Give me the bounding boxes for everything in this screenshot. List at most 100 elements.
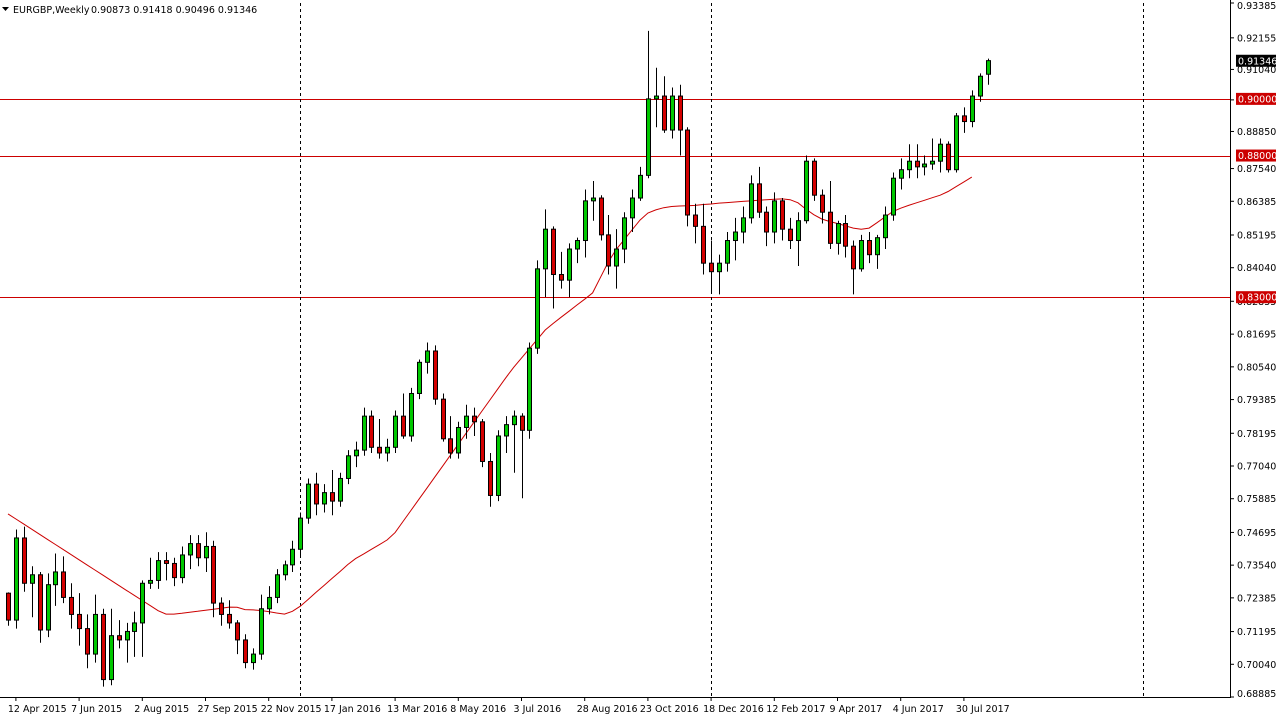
candle-body-bull (409, 392, 414, 437)
candle (369, 410, 374, 453)
candle (346, 450, 351, 485)
candle-body-bull (417, 361, 422, 394)
candle (330, 469, 335, 516)
candle-body-bull (275, 574, 280, 598)
candle (820, 189, 825, 224)
candle (211, 540, 216, 618)
candle (614, 229, 619, 289)
candle (275, 569, 280, 604)
candle-body-bull (733, 231, 738, 242)
candle (235, 620, 240, 655)
candle-body-bull (259, 608, 264, 655)
symbol-timeframe: EURGBP,Weekly (13, 5, 90, 16)
price-tick-label: 0.71195 (1237, 627, 1276, 638)
price-tick-label: 0.72385 (1237, 593, 1276, 604)
candle-body-bear (401, 415, 406, 437)
time-tick-label: 13 Mar 2016 (387, 704, 447, 715)
candle (251, 648, 256, 670)
candle-body-bear (433, 350, 438, 400)
candle-body-bull (954, 115, 959, 171)
candle (757, 166, 762, 218)
candle (662, 76, 667, 133)
candle-body-bear (828, 211, 833, 244)
candle (314, 472, 319, 516)
candle-body-bull (30, 574, 35, 584)
symbol-dropdown-icon[interactable] (2, 7, 9, 11)
candle-body-bear (77, 613, 82, 630)
candle-body-bull (804, 160, 809, 222)
candle-body-bear (788, 228, 793, 242)
price-tags: 0.90000 0.88000 0.83000 0.91346 (1236, 54, 1277, 304)
candle-body-bull (899, 169, 904, 179)
period-separators (300, 3, 1144, 697)
candle-body-bear (520, 415, 525, 431)
candle-body-bear (599, 197, 604, 236)
level-price-tag-text: 0.88000 (1238, 151, 1277, 162)
price-tick-label: 0.87540 (1237, 164, 1276, 175)
candle-body-bull (125, 630, 130, 641)
candle (733, 217, 738, 261)
candle-body-bear (227, 613, 232, 624)
horizontal-levels (0, 99, 1230, 298)
price-tick-label: 0.78195 (1237, 429, 1276, 440)
time-tick-label: 30 Jul 2017 (956, 704, 1010, 715)
candle (938, 138, 943, 173)
candle-body-bull (978, 75, 983, 97)
candle (867, 232, 872, 264)
candle (788, 217, 793, 250)
candle (599, 195, 604, 241)
candle (259, 594, 264, 660)
ohlc-readout: 0.90873 0.91418 0.90496 0.91346 (91, 5, 257, 16)
candle-body-bull (836, 223, 841, 244)
candle-body-bull (362, 415, 367, 451)
candle-body-bull (385, 446, 390, 454)
candle (512, 410, 517, 473)
level-price-tag-bg (1236, 291, 1276, 304)
candle-body-bear (164, 560, 169, 564)
candle (385, 438, 390, 462)
candle (156, 552, 161, 589)
time-tick-label: 9 Apr 2017 (830, 704, 883, 715)
candle-body-bull (772, 200, 777, 233)
candle-body-bull (883, 214, 888, 239)
candle (527, 342, 532, 439)
level-price-tag: 0.83000 (1236, 291, 1277, 304)
price-tick-label: 0.75885 (1237, 494, 1276, 505)
candle-body-bear (764, 211, 769, 233)
candle (204, 532, 209, 572)
candle-body-bull (922, 163, 927, 168)
candle (796, 212, 801, 267)
candle-body-bull (46, 584, 51, 631)
time-axis[interactable]: 12 Apr 2015 7 Jun 2015 2 Aug 2015 27 Sep 20… (0, 697, 1231, 715)
candle (433, 345, 438, 405)
candle (38, 571, 43, 643)
candle-body-bear (172, 562, 177, 579)
candle-body-bull (140, 582, 145, 624)
candle-body-bull (970, 95, 975, 123)
level-price-tag-text: 0.90000 (1238, 94, 1277, 105)
price-tick-label: 0.86385 (1237, 197, 1276, 208)
candle (456, 421, 461, 459)
candle (859, 234, 864, 272)
candle (243, 634, 248, 669)
level-price-tag: 0.90000 (1236, 92, 1277, 105)
candle (140, 580, 145, 657)
candle-body-bear (701, 225, 706, 264)
price-tick-label: 0.81695 (1237, 330, 1276, 341)
candle-body-bull (425, 350, 430, 363)
candle (417, 359, 422, 400)
last-price-tag: 0.91346 (1236, 54, 1277, 67)
candle (701, 203, 706, 275)
price-tick-label: 0.85195 (1237, 230, 1276, 241)
candle (567, 243, 572, 298)
price-tick-label: 0.68885 (1237, 689, 1276, 700)
candle (638, 166, 643, 201)
candle (946, 141, 951, 173)
time-tick-label: 22 Nov 2015 (261, 704, 322, 715)
candle (290, 540, 295, 572)
time-tick-label: 28 Aug 2016 (577, 704, 638, 715)
candle (219, 597, 224, 626)
time-tick-label: 2 Aug 2015 (134, 704, 189, 715)
